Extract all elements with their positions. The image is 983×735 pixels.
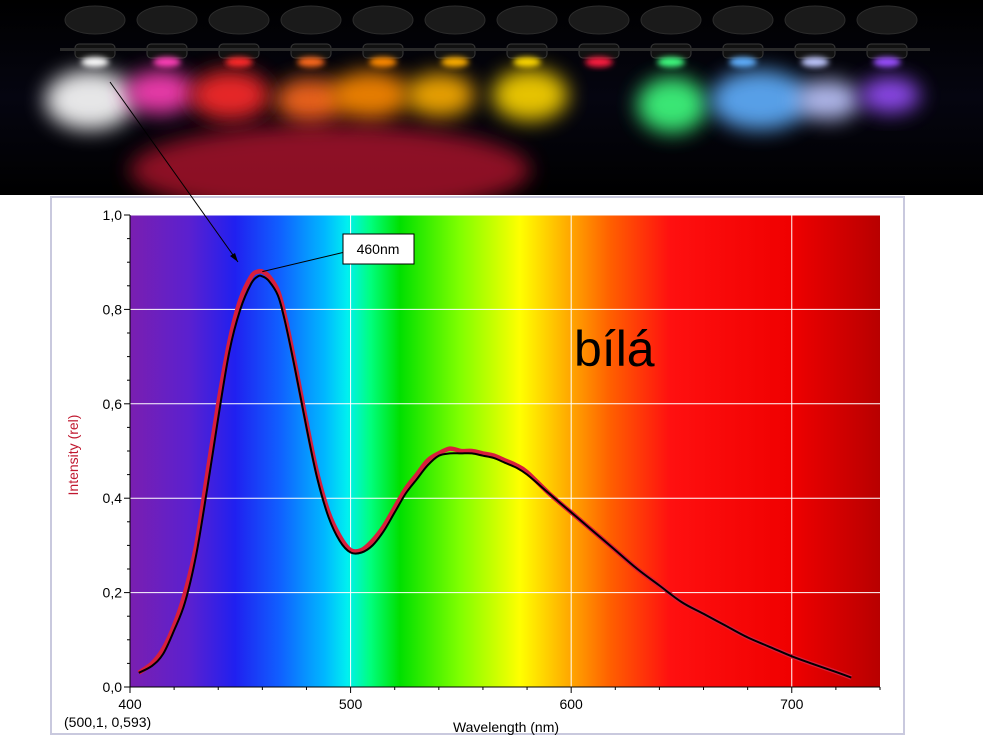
led-housing (208, 5, 270, 35)
tick-labels: 0,0 0,2 0,4 0,6 0,8 1,0 400 500 600 700 (103, 207, 804, 712)
led-rail (60, 48, 930, 51)
x-tick-label: 400 (118, 696, 142, 712)
led-housing (64, 5, 126, 35)
axes (124, 214, 881, 693)
led-light (153, 57, 181, 67)
led-glow (125, 70, 195, 114)
led-photo (0, 0, 983, 195)
spectrum-background (130, 215, 880, 687)
led-light (657, 57, 685, 67)
x-tick-label: 600 (559, 696, 583, 712)
led-housing (640, 5, 702, 35)
led-glow (130, 125, 530, 195)
led-light (585, 57, 613, 67)
y-tick-label: 0,4 (103, 490, 123, 506)
led-light (225, 57, 253, 67)
led-strip (60, 5, 930, 67)
led-light (873, 57, 901, 67)
peak-label: 460nm (357, 241, 400, 257)
led-housing (856, 5, 918, 35)
peak-callout-line (262, 251, 346, 273)
led-light (441, 57, 469, 67)
x-tick-label: 700 (780, 696, 804, 712)
x-axis-label: Wavelength (nm) (453, 719, 559, 735)
peak-label-box (342, 233, 415, 265)
led-glow (860, 77, 920, 113)
y-tick-label: 0,0 (103, 679, 123, 695)
led-light (81, 57, 109, 67)
led-housing (712, 5, 774, 35)
led-housing (784, 5, 846, 35)
led-glow (330, 71, 410, 119)
x-tick-label: 500 (339, 696, 363, 712)
cursor-readout: (500,1, 0,593) (64, 714, 151, 730)
series-line-black (138, 274, 852, 679)
y-tick-label: 1,0 (103, 207, 123, 223)
led-housing (424, 5, 486, 35)
y-axis-label: Intensity (rel) (65, 415, 81, 496)
led-housing (496, 5, 558, 35)
led-glow (405, 73, 475, 117)
white-label: bílá (574, 321, 655, 377)
led-light (513, 57, 541, 67)
led-glow (710, 70, 810, 130)
led-light (297, 57, 325, 67)
led-glow (796, 80, 860, 120)
led-glows (45, 69, 920, 195)
series-lines (137, 268, 853, 680)
led-light (801, 57, 829, 67)
led-glow (637, 77, 707, 133)
led-light (729, 57, 757, 67)
led-light (369, 57, 397, 67)
pointer-arrow (109, 81, 239, 263)
grid-lines (130, 214, 880, 687)
led-glow (492, 69, 568, 121)
led-housing (352, 5, 414, 35)
y-tick-label: 0,6 (103, 396, 123, 412)
led-housing (136, 5, 198, 35)
pointer-arrowhead (230, 253, 238, 262)
y-tick-label: 0,8 (103, 301, 123, 317)
led-housing (280, 5, 342, 35)
led-housing (568, 5, 630, 35)
y-tick-label: 0,2 (103, 585, 123, 601)
led-glow (190, 70, 270, 120)
led-glow (275, 78, 345, 122)
